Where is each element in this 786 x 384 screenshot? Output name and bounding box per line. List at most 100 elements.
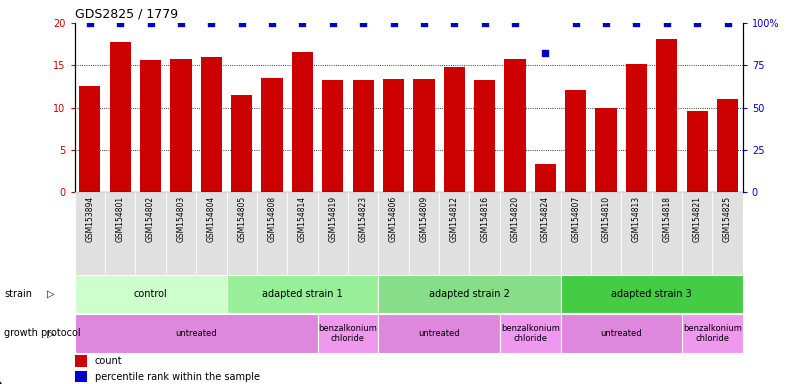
Text: GSM154816: GSM154816: [480, 196, 489, 242]
Bar: [682, 314, 743, 353]
Text: ▷: ▷: [47, 328, 55, 338]
Point: [114, 20, 127, 26]
Text: count: count: [94, 356, 123, 366]
Bar: [626, 64, 647, 192]
Bar: [140, 60, 161, 192]
Text: GDS2825 / 1779: GDS2825 / 1779: [75, 7, 178, 20]
Bar: [560, 314, 682, 353]
Bar: [413, 79, 435, 192]
Bar: [226, 275, 378, 313]
Bar: [469, 192, 500, 275]
Bar: [75, 192, 105, 275]
Point: [417, 20, 430, 26]
Bar: [318, 314, 378, 353]
Text: untreated: untreated: [601, 329, 642, 338]
Bar: [652, 192, 682, 275]
Text: percentile rank within the sample: percentile rank within the sample: [94, 372, 259, 382]
Bar: [565, 90, 586, 192]
Point: [691, 20, 703, 26]
Bar: [378, 275, 560, 313]
Text: GSM154824: GSM154824: [541, 196, 550, 242]
Text: GSM154803: GSM154803: [177, 196, 185, 242]
Bar: [348, 192, 378, 275]
Bar: [231, 95, 252, 192]
Text: GSM154809: GSM154809: [420, 196, 428, 242]
Text: benzalkonium
chloride: benzalkonium chloride: [683, 324, 742, 343]
Bar: [682, 192, 712, 275]
Point: [266, 20, 278, 26]
Bar: [166, 192, 196, 275]
Text: GSM154804: GSM154804: [207, 196, 216, 242]
Text: GSM154818: GSM154818: [663, 196, 671, 242]
Bar: [378, 314, 500, 353]
Point: [326, 20, 339, 26]
Bar: [596, 108, 617, 192]
Text: growth protocol: growth protocol: [4, 328, 80, 338]
Bar: [656, 39, 678, 192]
Bar: [439, 192, 469, 275]
Text: GSM154813: GSM154813: [632, 196, 641, 242]
Bar: [135, 192, 166, 275]
Point: [448, 20, 461, 26]
Text: untreated: untreated: [175, 329, 217, 338]
Point: [83, 20, 96, 26]
Bar: [409, 192, 439, 275]
Text: adapted strain 1: adapted strain 1: [262, 289, 343, 299]
Text: GSM154819: GSM154819: [329, 196, 337, 242]
Text: GSM154808: GSM154808: [267, 196, 277, 242]
Bar: [196, 192, 226, 275]
Text: GSM154810: GSM154810: [601, 196, 611, 242]
Bar: [621, 192, 652, 275]
Bar: [474, 79, 495, 192]
Point: [145, 20, 157, 26]
Text: untreated: untreated: [418, 329, 460, 338]
Point: [357, 20, 369, 26]
Point: [205, 20, 218, 26]
Text: control: control: [134, 289, 167, 299]
Bar: [262, 78, 283, 192]
Text: GSM154801: GSM154801: [116, 196, 125, 242]
Bar: [171, 58, 192, 192]
Text: GSM154805: GSM154805: [237, 196, 246, 242]
Bar: [712, 192, 743, 275]
Bar: [717, 99, 738, 192]
Point: [660, 20, 673, 26]
Point: [630, 20, 643, 26]
Text: GSM154823: GSM154823: [358, 196, 368, 242]
Point: [539, 50, 552, 56]
Bar: [378, 192, 409, 275]
Text: GSM154812: GSM154812: [450, 196, 459, 242]
Bar: [292, 52, 313, 192]
Bar: [505, 60, 526, 192]
Point: [236, 20, 248, 26]
Point: [722, 20, 734, 26]
Bar: [531, 192, 560, 275]
Text: ▷: ▷: [47, 289, 55, 299]
Bar: [383, 79, 404, 192]
Bar: [257, 192, 287, 275]
Bar: [500, 192, 531, 275]
Bar: [318, 192, 348, 275]
Text: GSM154820: GSM154820: [511, 196, 520, 242]
Bar: [591, 192, 621, 275]
Text: adapted strain 2: adapted strain 2: [429, 289, 510, 299]
Bar: [560, 192, 591, 275]
Text: GSM154802: GSM154802: [146, 196, 155, 242]
Text: GSM154806: GSM154806: [389, 196, 398, 242]
Point: [174, 20, 187, 26]
Bar: [687, 111, 708, 192]
Bar: [79, 86, 101, 192]
Bar: [75, 371, 86, 382]
Text: strain: strain: [4, 289, 32, 299]
Point: [296, 20, 309, 26]
Bar: [75, 275, 226, 313]
Text: GSM153894: GSM153894: [86, 196, 94, 242]
Text: benzalkonium
chloride: benzalkonium chloride: [501, 324, 560, 343]
Bar: [443, 67, 465, 192]
Bar: [534, 164, 556, 192]
Bar: [560, 275, 743, 313]
Point: [509, 20, 521, 26]
Bar: [75, 356, 86, 367]
Bar: [322, 81, 343, 192]
Point: [600, 20, 612, 26]
